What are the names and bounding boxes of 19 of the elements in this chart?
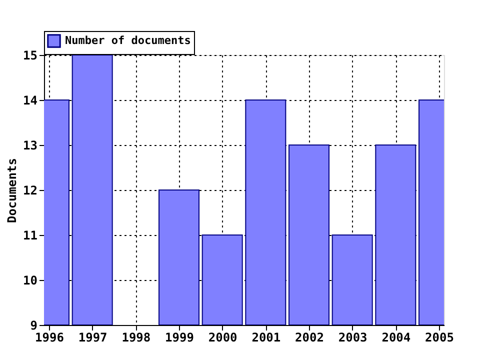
y-tick-label: 14 [23,94,38,108]
x-tick-label: 1999 [165,330,194,344]
x-tick-label: 1996 [35,330,64,344]
x-tick-label: 1997 [78,330,108,344]
y-tick-label: 13 [23,138,38,152]
x-tick-label: 1998 [122,330,151,344]
x-tick-label: 2002 [295,330,324,344]
x-tick-label: 2003 [338,330,368,344]
x-tick-label: 2005 [425,330,454,344]
y-tick-label: 12 [23,184,38,198]
x-tick-label: 2000 [208,330,238,344]
x-tick-label: 2004 [382,330,411,344]
x-tick-label: 2001 [252,330,281,344]
y-tick-label: 10 [23,274,38,288]
y-tick-label: 11 [23,228,38,242]
y-tick-label: 15 [23,48,38,62]
y-axis-title: Documents [5,158,20,224]
y-tick-label: 9 [30,318,38,332]
legend-label: Number of documents [65,34,191,47]
